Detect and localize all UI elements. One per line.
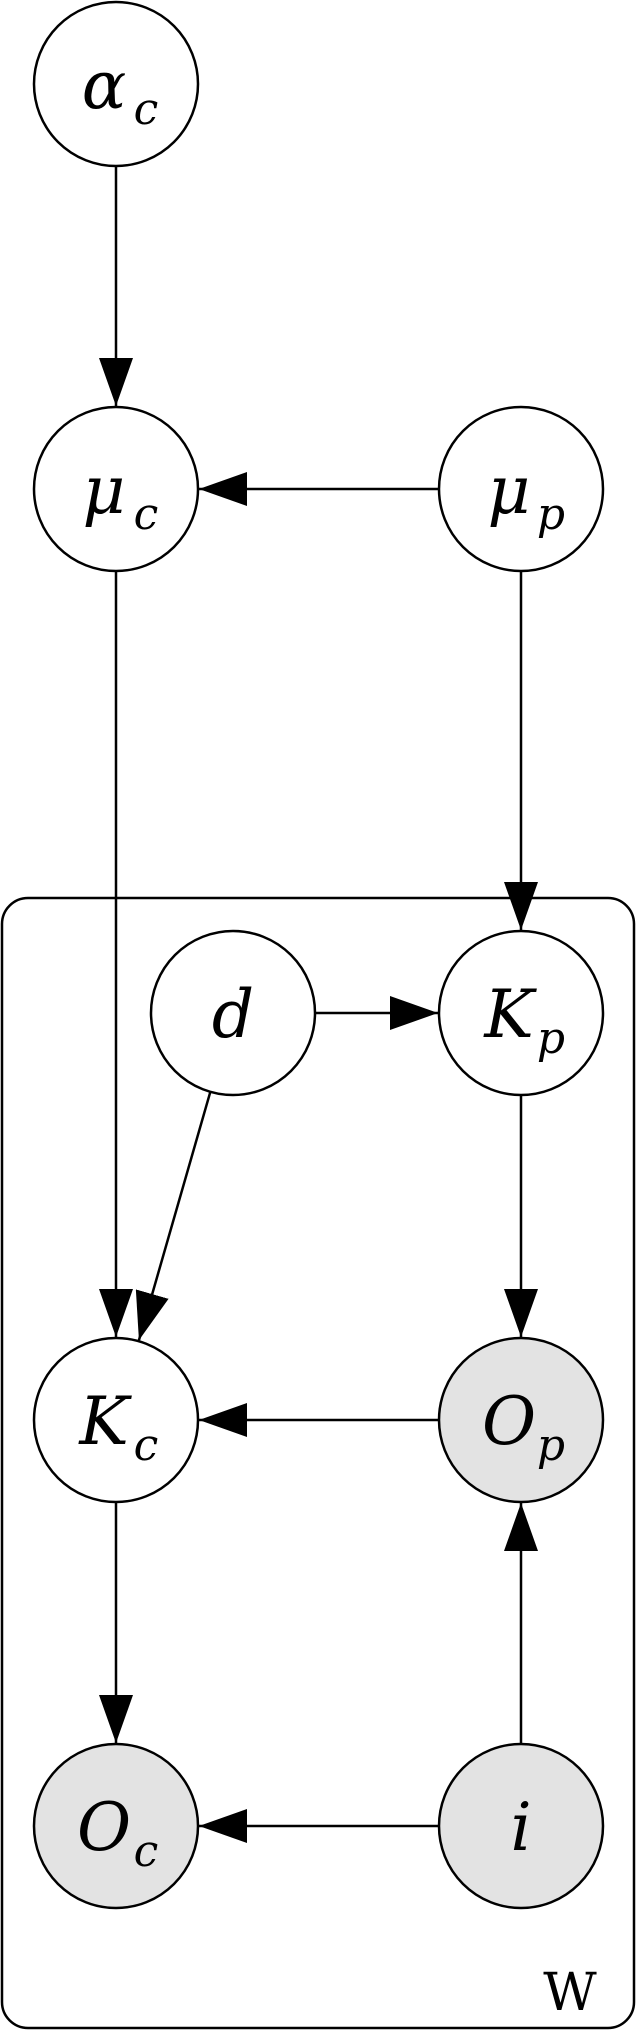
node-d-circle xyxy=(149,929,317,1097)
node-d: d xyxy=(149,929,317,1097)
node-k-c-circle xyxy=(32,1336,200,1504)
node-alpha-c-subscript: c xyxy=(134,84,159,135)
node-o-p-circle xyxy=(437,1336,605,1504)
node-mu-p-symbol: μ xyxy=(488,452,531,529)
node-k-p-circle xyxy=(437,929,605,1097)
node-o-c-circle xyxy=(32,1742,200,1910)
node-mu-c-circle xyxy=(32,405,200,573)
node-alpha-c-symbol: α xyxy=(82,47,127,124)
node-mu-p-circle xyxy=(437,405,605,573)
node-mu-c-symbol: μ xyxy=(83,452,126,529)
node-mu-c-subscript: c xyxy=(134,489,159,540)
node-o-p-subscript: p xyxy=(537,1420,565,1471)
node-mu-p-subscript: p xyxy=(537,489,565,540)
node-o-p-symbol: O xyxy=(482,1383,536,1460)
plate-label: W xyxy=(543,1963,597,2023)
node-o-c-symbol: O xyxy=(77,1789,131,1866)
edges-layer xyxy=(99,166,538,1843)
node-i-symbol: i xyxy=(510,1789,531,1866)
plate-border xyxy=(0,896,636,2030)
node-i: i xyxy=(437,1742,605,1910)
node-o-c-subscript: c xyxy=(134,1826,159,1877)
node-i-circle xyxy=(437,1742,605,1910)
node-k-c-symbol: K xyxy=(78,1383,132,1460)
node-alpha-c-circle xyxy=(32,0,200,168)
edge-d-to-K-c xyxy=(135,1091,212,1341)
node-d-symbol: d xyxy=(212,976,254,1053)
node-k-p-subscript: p xyxy=(537,1013,565,1064)
plate-w: W xyxy=(0,896,636,2030)
node-k-c-subscript: c xyxy=(134,1420,159,1471)
node-k-p-symbol: K xyxy=(483,976,537,1053)
